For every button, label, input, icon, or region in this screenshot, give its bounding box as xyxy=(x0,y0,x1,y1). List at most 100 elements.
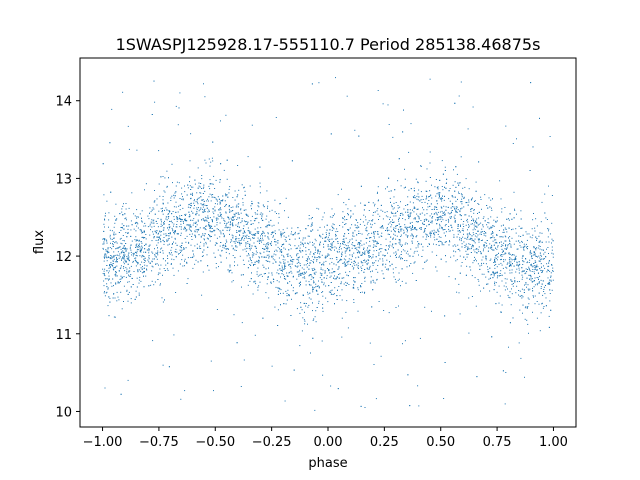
data-point xyxy=(120,252,122,254)
data-point xyxy=(374,282,376,284)
data-point xyxy=(365,219,367,221)
data-point xyxy=(347,247,349,249)
data-point xyxy=(210,360,212,362)
data-point xyxy=(205,229,207,231)
data-point xyxy=(392,212,394,214)
data-point xyxy=(210,161,212,163)
data-point xyxy=(382,210,384,212)
data-point xyxy=(335,231,337,233)
data-point xyxy=(200,196,202,198)
data-point xyxy=(168,237,170,239)
data-point xyxy=(501,264,503,266)
data-point xyxy=(243,239,245,241)
data-point xyxy=(134,215,136,217)
data-point xyxy=(499,275,501,276)
data-point xyxy=(177,233,179,235)
data-point xyxy=(358,230,360,232)
data-point xyxy=(545,305,547,307)
data-point xyxy=(427,245,429,247)
data-point xyxy=(324,257,326,259)
data-point xyxy=(449,241,451,243)
data-point xyxy=(256,252,258,254)
data-point xyxy=(527,323,529,325)
data-point xyxy=(403,208,405,210)
data-point xyxy=(518,281,520,282)
data-point xyxy=(298,261,300,263)
data-point xyxy=(134,239,136,241)
data-point xyxy=(513,254,515,256)
data-point xyxy=(271,255,273,257)
data-point xyxy=(382,103,384,105)
data-point xyxy=(363,243,365,245)
data-point xyxy=(505,236,507,238)
data-point xyxy=(200,203,202,205)
data-point xyxy=(459,313,461,315)
data-point xyxy=(225,248,227,250)
data-point xyxy=(466,218,468,220)
data-point xyxy=(529,251,531,253)
data-point xyxy=(357,310,359,312)
data-point xyxy=(180,246,182,248)
data-point xyxy=(362,251,364,253)
data-point xyxy=(123,240,125,242)
data-point xyxy=(405,252,407,254)
data-point xyxy=(518,261,520,263)
data-point xyxy=(237,264,239,266)
data-point xyxy=(416,235,418,237)
data-point xyxy=(139,247,141,249)
data-point xyxy=(245,250,247,252)
data-point xyxy=(219,236,221,238)
data-point xyxy=(409,226,411,228)
data-point xyxy=(367,251,368,253)
data-point xyxy=(238,213,240,215)
data-point xyxy=(278,216,280,218)
data-point xyxy=(224,220,226,222)
data-point xyxy=(232,255,234,256)
data-point xyxy=(401,246,402,247)
data-point xyxy=(182,221,184,222)
data-point xyxy=(249,280,251,282)
data-point xyxy=(281,249,282,251)
data-point xyxy=(262,219,264,221)
data-point xyxy=(123,266,125,267)
data-point xyxy=(514,209,516,211)
data-point xyxy=(483,233,485,234)
data-point xyxy=(509,265,510,267)
data-point xyxy=(189,215,191,217)
data-point xyxy=(536,301,538,302)
data-point xyxy=(385,263,387,265)
data-point xyxy=(419,227,420,229)
data-point xyxy=(458,184,460,186)
data-point xyxy=(344,250,346,252)
data-point xyxy=(398,223,400,225)
data-point xyxy=(404,250,406,252)
data-point xyxy=(428,200,430,201)
data-point xyxy=(435,219,437,221)
data-point xyxy=(485,242,487,244)
data-point xyxy=(470,210,472,212)
data-point xyxy=(336,276,338,278)
data-point xyxy=(102,268,104,270)
data-point xyxy=(163,237,165,238)
data-point xyxy=(224,227,226,229)
data-point xyxy=(520,210,522,212)
data-point xyxy=(188,228,190,230)
data-point xyxy=(234,249,236,251)
data-point xyxy=(247,215,249,217)
data-point xyxy=(442,189,444,191)
data-point xyxy=(267,247,269,249)
data-point xyxy=(461,207,463,209)
data-point xyxy=(136,222,138,224)
data-point xyxy=(314,409,316,411)
data-point xyxy=(455,206,457,208)
data-point xyxy=(148,261,150,263)
data-point xyxy=(457,230,459,232)
data-point xyxy=(457,244,459,246)
data-point xyxy=(122,257,124,259)
data-point xyxy=(107,288,109,290)
data-point xyxy=(223,169,225,171)
data-point xyxy=(122,91,124,93)
data-point xyxy=(474,256,475,258)
data-point xyxy=(495,221,497,223)
data-point xyxy=(243,359,245,361)
